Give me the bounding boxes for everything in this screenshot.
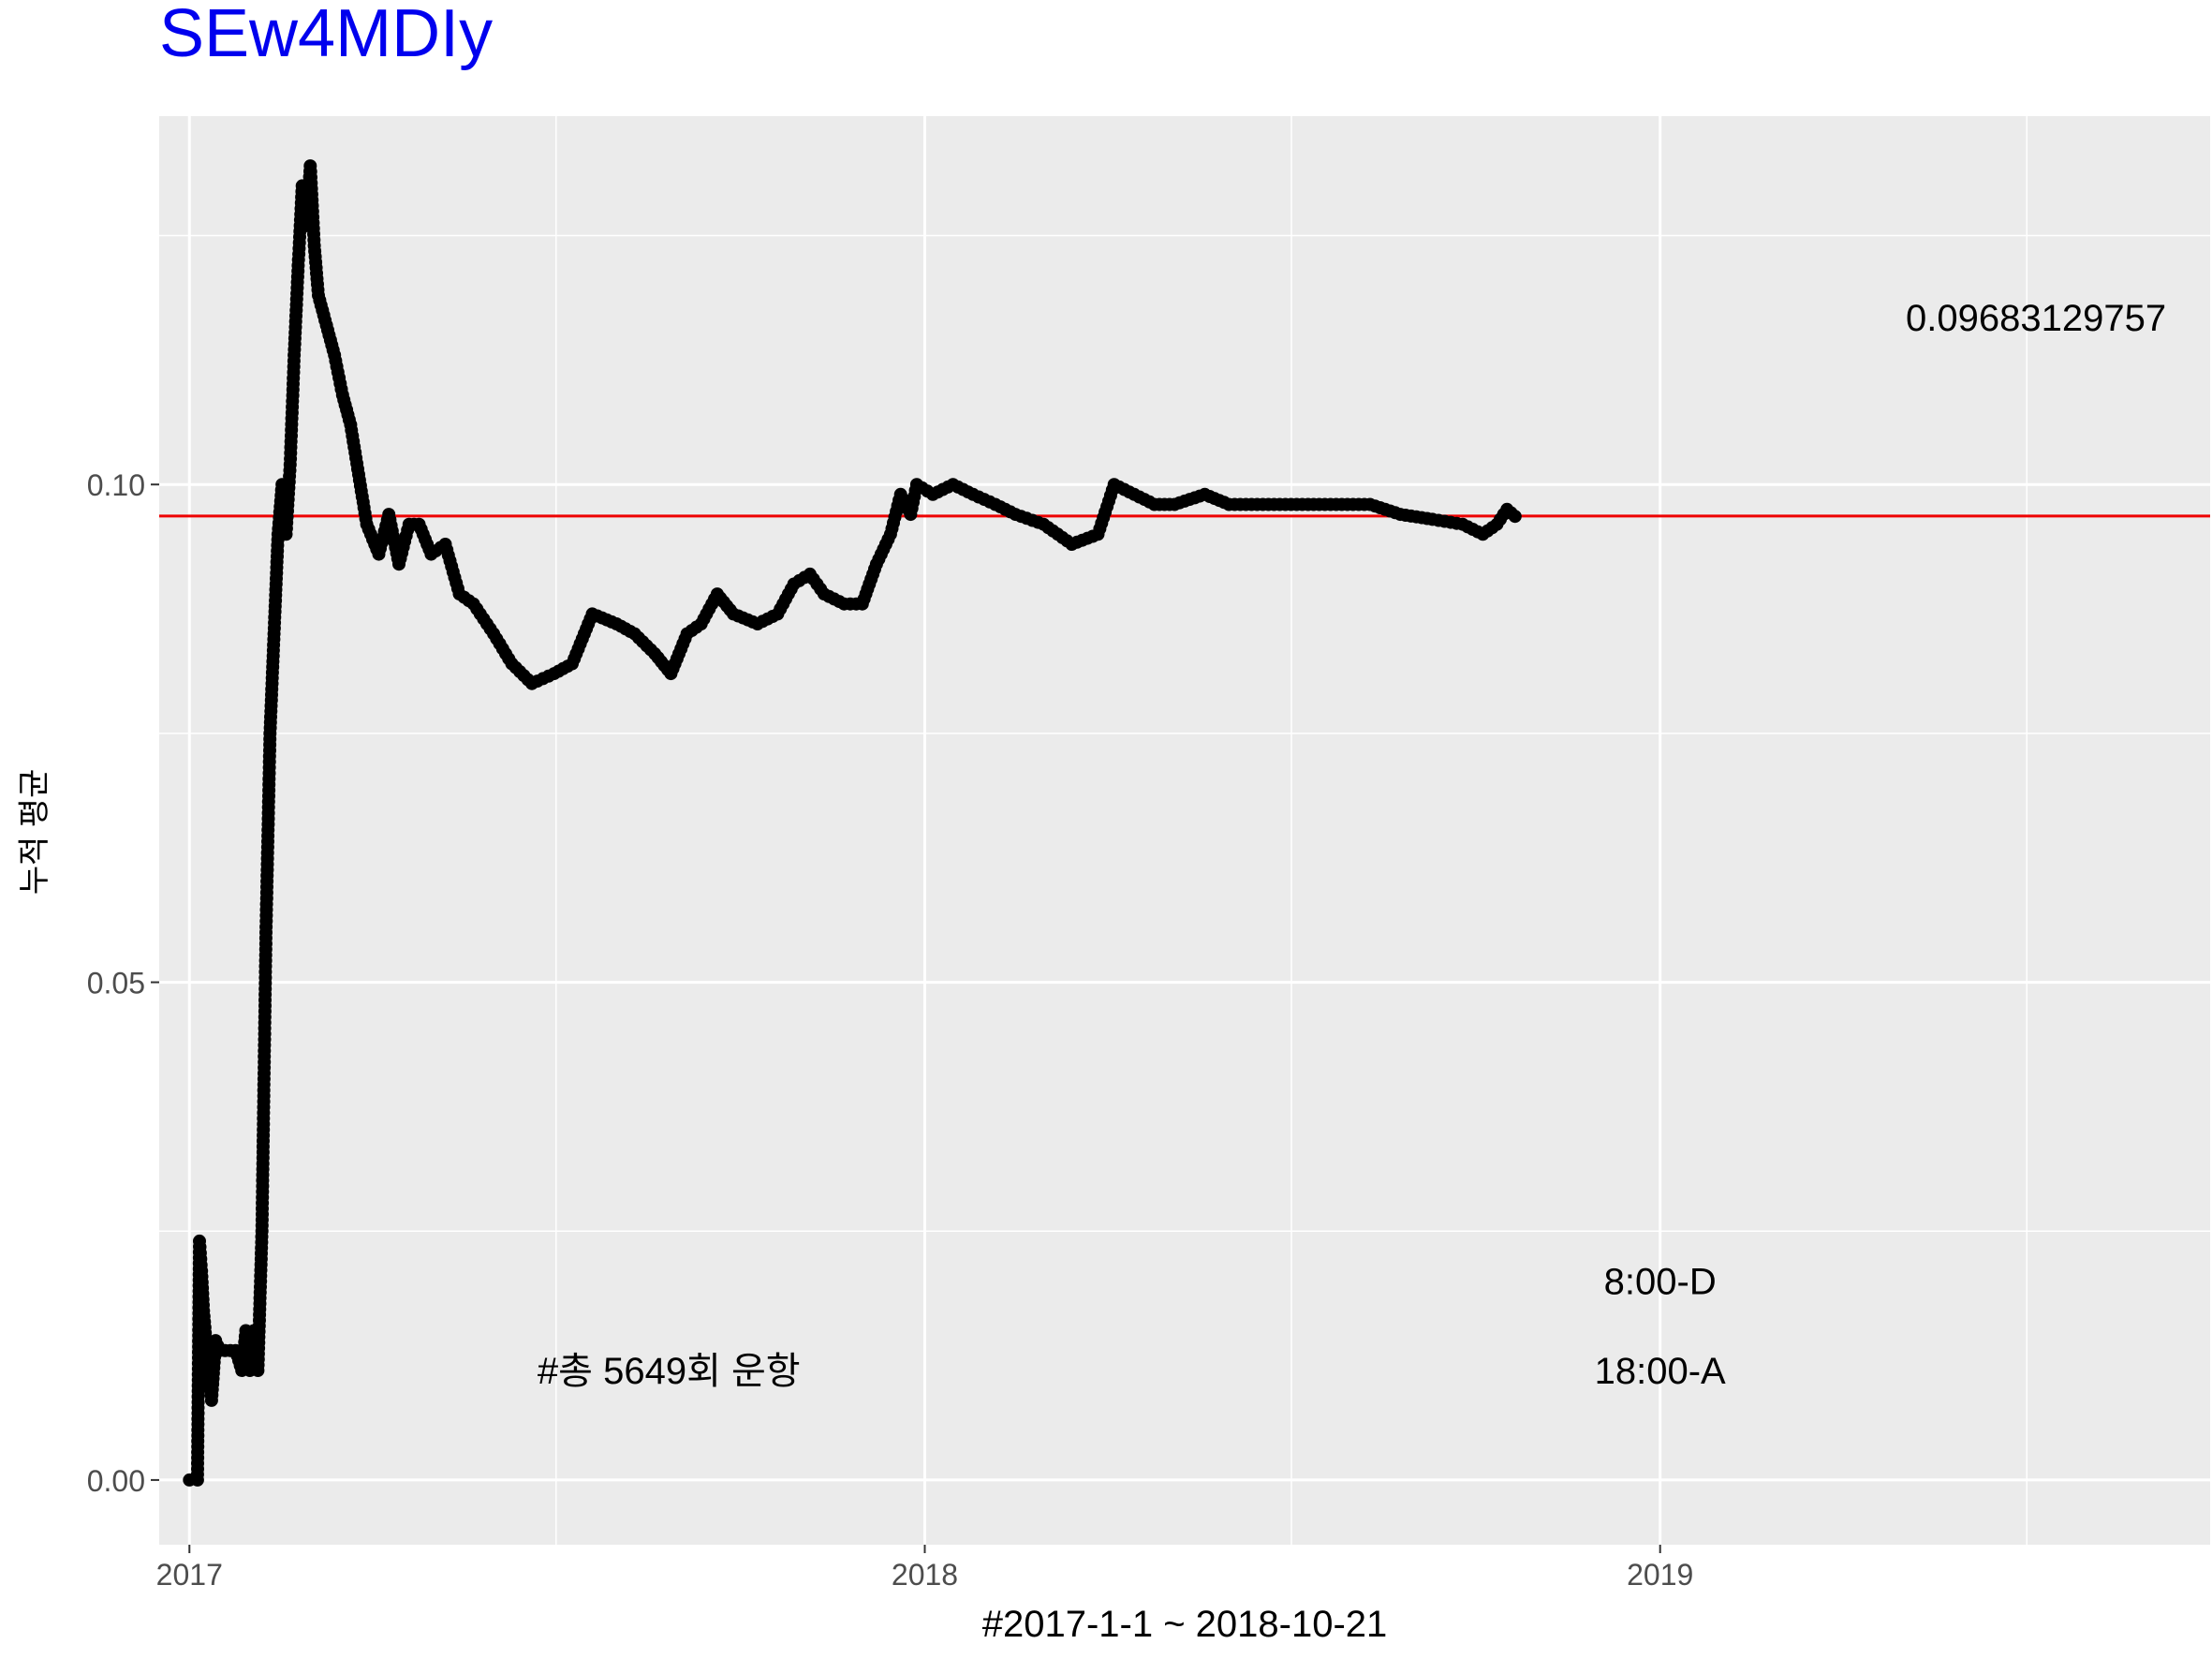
y-tick-label: 0.10	[87, 468, 145, 502]
x-tick-label: 2018	[892, 1558, 958, 1592]
chart-title: SEw4MDIy	[159, 0, 493, 71]
series-layer	[183, 159, 1522, 1487]
plot-panel	[159, 116, 2210, 1545]
departure-time-annotation: 8:00-D	[1604, 1261, 1717, 1302]
x-axis-title: #2017-1-1 ~ 2018-10-21	[982, 1604, 1388, 1645]
axis-layer: 0.00 0.05 0.10 2017 2018 2019	[87, 468, 1694, 1592]
x-tick-label: 2017	[156, 1558, 223, 1592]
y-tick-label: 0.00	[87, 1464, 145, 1498]
grid-layer	[159, 116, 2210, 1545]
annotation-layer: 0.09683129757 #총 5649회 운항 8:00-D 18:00-A	[538, 298, 2166, 1392]
y-axis-title: 누적 평균	[17, 769, 52, 896]
total-flights-annotation: #총 5649회 운항	[538, 1351, 801, 1392]
y-tick-label: 0.05	[87, 967, 145, 1000]
reference-value-label: 0.09683129757	[1906, 298, 2166, 339]
x-tick-label: 2019	[1627, 1558, 1693, 1592]
arrival-time-annotation: 18:00-A	[1595, 1351, 1726, 1392]
series-marker	[1508, 510, 1522, 524]
